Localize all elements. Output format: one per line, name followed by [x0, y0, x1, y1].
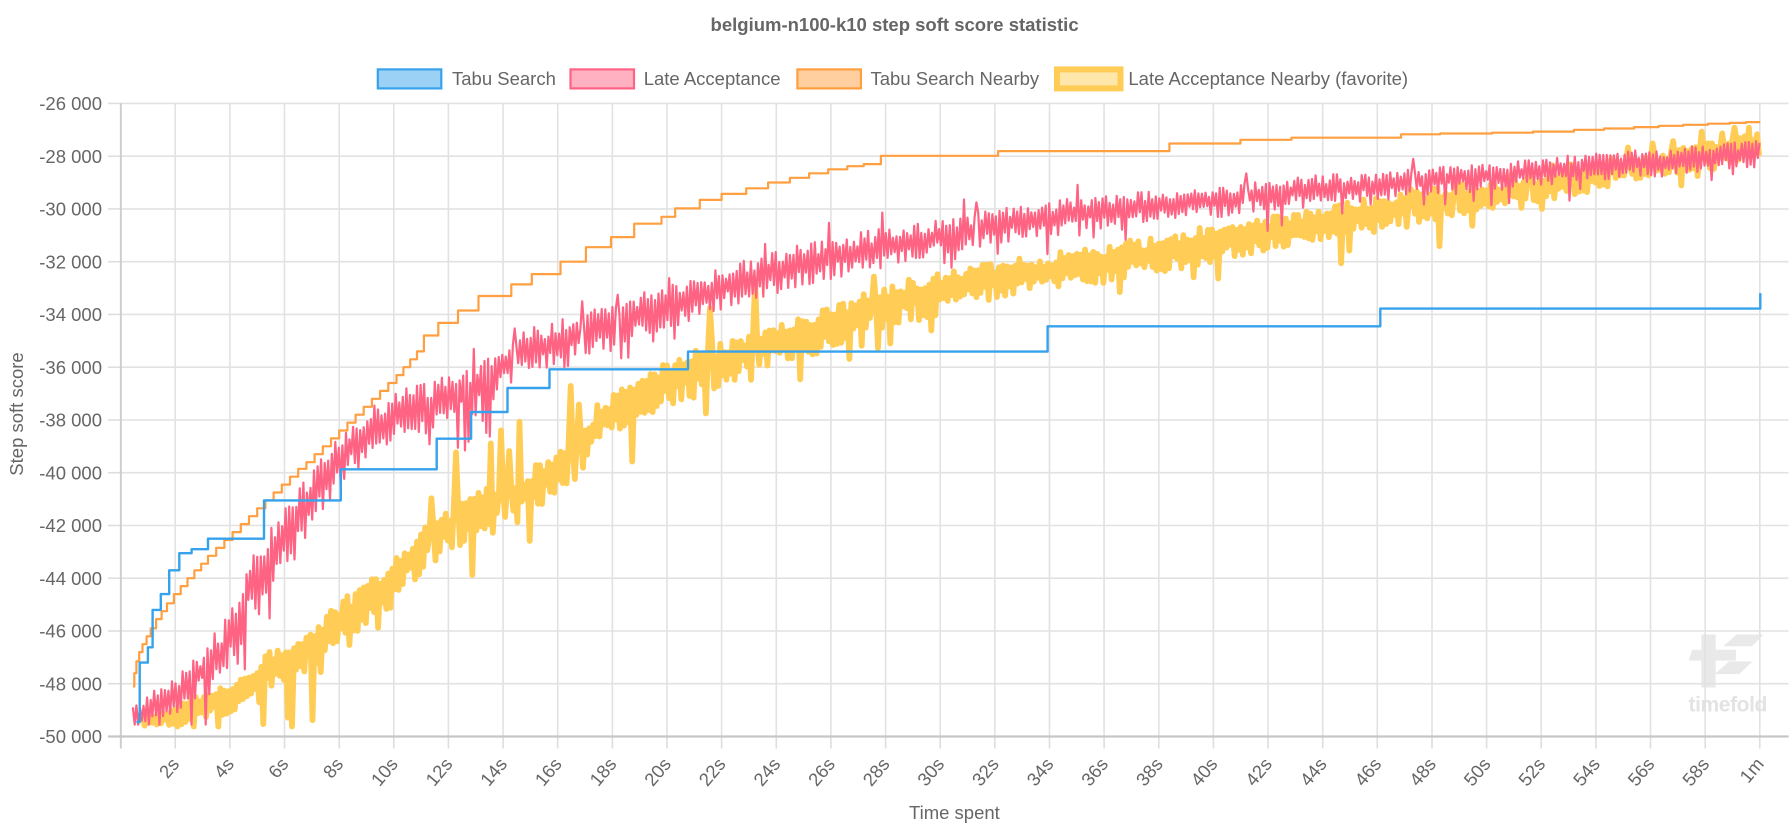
- svg-text:2s: 2s: [155, 754, 184, 782]
- svg-text:Tabu Search: Tabu Search: [452, 68, 556, 89]
- svg-text:20s: 20s: [640, 754, 675, 790]
- svg-text:belgium-n100-k10 step soft sco: belgium-n100-k10 step soft score statist…: [711, 14, 1079, 35]
- svg-text:-46 000: -46 000: [39, 621, 102, 642]
- svg-text:26s: 26s: [804, 754, 839, 790]
- svg-text:32s: 32s: [968, 754, 1003, 790]
- svg-text:-44 000: -44 000: [39, 568, 102, 589]
- svg-text:48s: 48s: [1405, 754, 1440, 790]
- svg-text:-42 000: -42 000: [39, 515, 102, 536]
- svg-text:-38 000: -38 000: [39, 410, 102, 431]
- svg-text:30s: 30s: [913, 754, 948, 790]
- svg-text:58s: 58s: [1678, 754, 1713, 790]
- svg-text:-40 000: -40 000: [39, 462, 102, 483]
- svg-text:8s: 8s: [319, 754, 348, 782]
- svg-text:Late Acceptance Nearby (favori: Late Acceptance Nearby (favorite): [1128, 68, 1408, 89]
- svg-text:-34 000: -34 000: [39, 304, 102, 325]
- svg-text:Late Acceptance: Late Acceptance: [644, 68, 781, 89]
- svg-text:1m: 1m: [1735, 754, 1768, 787]
- svg-text:44s: 44s: [1296, 754, 1331, 790]
- svg-text:-28 000: -28 000: [39, 146, 102, 167]
- svg-text:-30 000: -30 000: [39, 199, 102, 220]
- svg-text:6s: 6s: [264, 754, 293, 782]
- svg-text:4s: 4s: [209, 754, 238, 782]
- svg-text:timefold: timefold: [1689, 694, 1767, 717]
- svg-text:40s: 40s: [1186, 754, 1221, 790]
- svg-text:18s: 18s: [585, 754, 620, 790]
- svg-text:34s: 34s: [1022, 754, 1057, 790]
- svg-text:28s: 28s: [858, 754, 893, 790]
- svg-text:22s: 22s: [694, 754, 729, 790]
- svg-text:Time spent: Time spent: [909, 802, 1000, 823]
- svg-text:38s: 38s: [1132, 754, 1167, 790]
- svg-text:24s: 24s: [749, 754, 784, 790]
- svg-text:56s: 56s: [1623, 754, 1658, 790]
- svg-text:-36 000: -36 000: [39, 357, 102, 378]
- svg-text:-48 000: -48 000: [39, 673, 102, 694]
- svg-text:-50 000: -50 000: [39, 726, 102, 747]
- svg-text:52s: 52s: [1514, 754, 1549, 790]
- svg-text:-26 000: -26 000: [39, 93, 102, 114]
- svg-text:50s: 50s: [1459, 754, 1494, 790]
- svg-text:-32 000: -32 000: [39, 251, 102, 272]
- svg-text:16s: 16s: [531, 754, 566, 790]
- svg-text:36s: 36s: [1077, 754, 1112, 790]
- svg-text:46s: 46s: [1350, 754, 1385, 790]
- svg-text:Tabu Search Nearby: Tabu Search Nearby: [871, 68, 1040, 89]
- svg-text:10s: 10s: [367, 754, 402, 790]
- svg-text:14s: 14s: [476, 754, 511, 790]
- svg-text:12s: 12s: [421, 754, 456, 790]
- svg-text:54s: 54s: [1569, 754, 1604, 790]
- svg-text:42s: 42s: [1241, 754, 1276, 790]
- svg-text:Step soft score: Step soft score: [6, 352, 27, 475]
